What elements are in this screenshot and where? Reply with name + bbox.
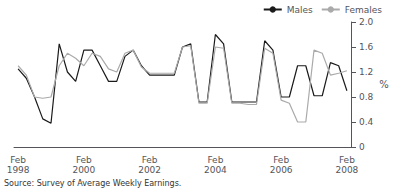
svg-text:0.4: 0.4 [359,117,374,127]
svg-text:Females: Females [345,5,383,15]
svg-text:Feb: Feb [142,155,158,165]
svg-text:2004: 2004 [204,165,227,175]
svg-text:Feb: Feb [273,155,289,165]
svg-text:Source: Survey of Average Week: Source: Survey of Average Weekly Earning… [4,179,181,188]
svg-text:2002: 2002 [138,165,161,175]
svg-text:Feb: Feb [339,155,355,165]
svg-text:Feb: Feb [76,155,92,165]
svg-text:0.8: 0.8 [359,92,374,102]
svg-text:2.0: 2.0 [359,17,374,27]
svg-text:2006: 2006 [270,165,293,175]
svg-text:%: % [379,79,389,90]
svg-text:0: 0 [359,142,365,152]
svg-text:2000: 2000 [72,165,95,175]
svg-text:Feb: Feb [10,155,26,165]
svg-text:2008: 2008 [335,165,358,175]
svg-text:1.6: 1.6 [359,42,374,52]
svg-text:1998: 1998 [7,165,30,175]
svg-text:Males: Males [287,5,313,15]
svg-text:Feb: Feb [207,155,223,165]
svg-text:1.2: 1.2 [359,67,373,77]
